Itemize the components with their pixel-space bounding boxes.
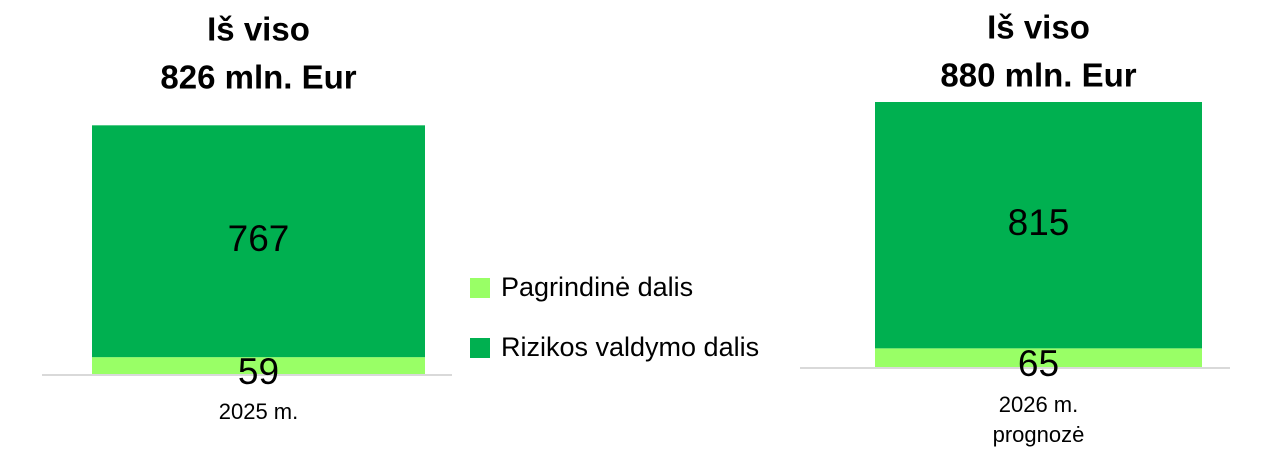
bar-segment	[92, 357, 425, 375]
x-tick-label: 2026 m. prognozė	[992, 392, 1085, 447]
category-label-box: 2025 m.	[218, 399, 299, 424]
bar-segment	[875, 102, 1202, 349]
legend-label: Rizikos valdymo dalis	[501, 332, 759, 362]
bar-segment	[92, 125, 425, 358]
data-label: 767	[228, 218, 290, 259]
x-tick-label: 2025 m.	[218, 399, 299, 424]
legend-swatch	[470, 278, 490, 298]
total-title: Iš viso	[987, 9, 1090, 46]
category-label-box: 2026 m. prognozė	[992, 392, 1085, 447]
total-title: 826 mln. Eur	[160, 59, 356, 96]
total-title: 880 mln. Eur	[940, 57, 1136, 94]
data-label: 65	[1018, 343, 1059, 384]
total-title: Iš viso	[207, 11, 310, 48]
bar-segment	[875, 348, 1202, 368]
legend-label: Pagrindinė dalis	[501, 272, 693, 302]
data-label: 59	[238, 351, 279, 392]
data-label: 815	[1008, 202, 1070, 243]
legend-swatch	[470, 338, 490, 358]
